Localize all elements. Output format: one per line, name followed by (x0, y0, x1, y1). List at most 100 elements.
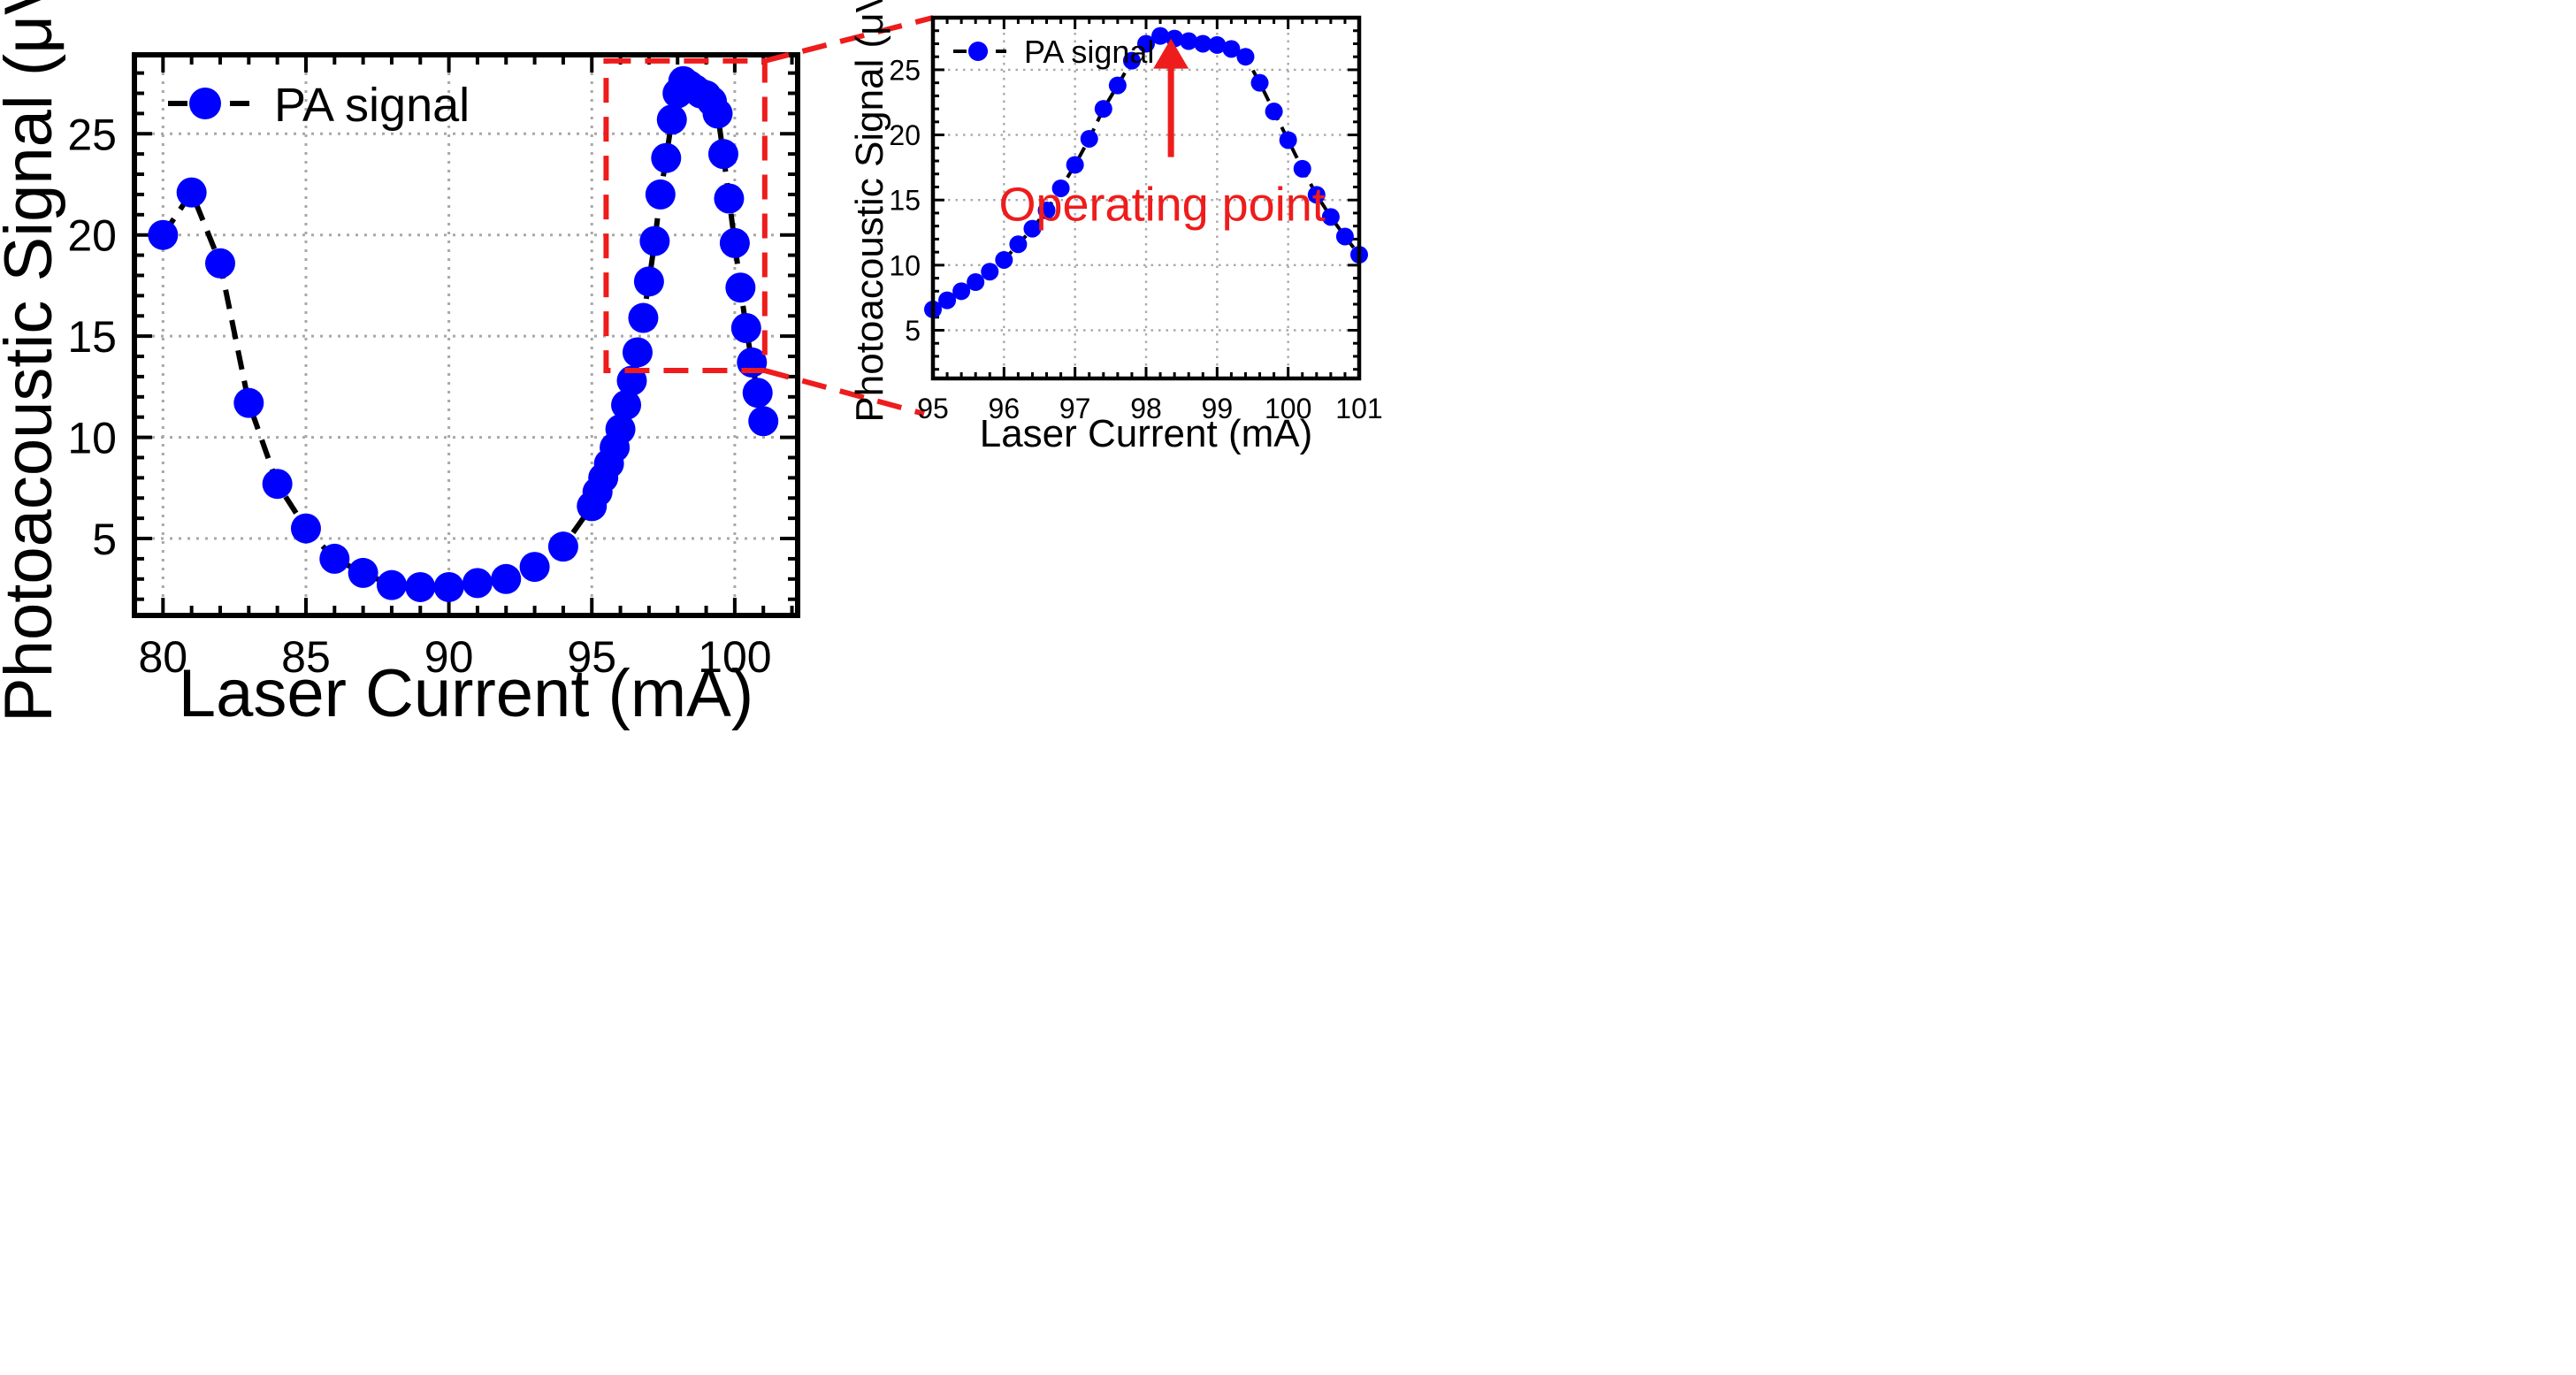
main-series-line (160, 77, 767, 590)
inset-data-point (1023, 219, 1042, 238)
main-y-tick-label: 15 (67, 312, 117, 362)
inset-data-point (1194, 34, 1212, 53)
main-data-point (462, 568, 493, 599)
inset-data-point (995, 250, 1013, 269)
main-data-point (290, 513, 321, 544)
inset-data-point (1180, 32, 1198, 50)
main-data-point (628, 302, 659, 333)
operating-point-annotation: Operating point (998, 38, 1326, 232)
inset-x-axis-label: Laser Current (mA) (980, 412, 1313, 455)
inset-legend: PA signal (953, 34, 1154, 70)
inset-data-point (1293, 159, 1311, 178)
inset-data-point (1037, 201, 1056, 219)
inset-x-tick-label: 95 (917, 393, 949, 424)
main-data-point (702, 98, 733, 129)
inset-plot-frame (930, 15, 1362, 381)
inset-data-point (1335, 227, 1354, 246)
inset-data-point (981, 263, 999, 281)
inset-x-tick-label: 96 (989, 393, 1020, 424)
inset-y-tick-label: 10 (889, 249, 921, 281)
main-data-point (491, 563, 522, 594)
main-y-tick-label: 5 (92, 515, 117, 564)
inset-y-tick-labels: 5 10 15 20 25 (889, 54, 921, 347)
main-y-tick-label: 20 (67, 211, 117, 261)
inset-data-point (938, 291, 957, 309)
main-series-points (148, 65, 779, 602)
main-data-point (714, 183, 745, 214)
inset-x-tick-label: 97 (1059, 393, 1091, 424)
main-data-point (645, 179, 676, 210)
inset-y-tick-label: 5 (905, 315, 921, 347)
inset-chart: 95 96 97 98 99 100 101 5 10 15 20 25 Laser Current… (848, 0, 1383, 455)
main-data-point (405, 571, 436, 602)
main-x-tick-labels: 80 85 90 95 100 (139, 632, 772, 682)
main-data-point (376, 569, 407, 600)
main-data-point (547, 531, 578, 562)
inset-series-points (924, 27, 1368, 318)
inset-data-point (1151, 27, 1170, 45)
main-data-point (719, 227, 750, 258)
inset-data-point (1137, 34, 1155, 53)
inset-y-tick-label: 20 (889, 119, 921, 151)
main-x-tick-label: 100 (698, 632, 771, 682)
main-data-point (611, 389, 642, 420)
inset-legend-label: PA signal (1024, 34, 1154, 70)
inset-data-point (1236, 48, 1255, 66)
main-data-point (233, 387, 264, 418)
main-legend-marker (189, 88, 221, 119)
main-data-point (433, 571, 464, 602)
inset-data-point (1208, 35, 1227, 54)
inset-data-point (1066, 156, 1084, 174)
inset-data-point (1108, 76, 1127, 95)
inset-data-point (1222, 40, 1241, 58)
inset-data-point (1250, 73, 1269, 92)
inset-data-point (1051, 179, 1070, 197)
inset-data-point (967, 273, 985, 292)
main-data-point (148, 219, 179, 250)
inset-data-point (952, 282, 971, 301)
zoom-region-box (603, 57, 768, 374)
operating-point-label: Operating point (998, 179, 1325, 232)
main-data-point (319, 543, 350, 574)
inset-data-point (1307, 186, 1326, 204)
inset-data-point (1279, 131, 1297, 149)
inset-data-point (1009, 235, 1028, 254)
main-plot-frame (132, 52, 800, 618)
inset-y-axis-label: Photoacoustic Signal (μV) (848, 0, 891, 423)
inset-x-tick-labels: 95 96 97 98 99 100 101 (917, 393, 1382, 424)
zoom-connector-top (764, 15, 934, 64)
inset-x-tick-label: 99 (1202, 393, 1234, 424)
inset-y-tick-label: 15 (889, 185, 921, 217)
zoom-indicator (603, 15, 934, 416)
main-data-point (656, 104, 687, 135)
inset-data-point (1122, 51, 1141, 70)
inset-data-point (1080, 129, 1098, 148)
main-y-axis-label: Photoacoustic Signal (μV) (0, 0, 66, 722)
main-data-point (742, 378, 773, 409)
main-y-tick-label: 25 (67, 110, 117, 159)
main-data-point (605, 414, 636, 445)
main-data-point (639, 225, 670, 256)
main-data-point (725, 272, 756, 303)
main-data-point (519, 552, 550, 583)
main-data-point (651, 142, 682, 173)
main-x-tick-label: 95 (567, 632, 616, 682)
zoom-connector-bottom (764, 368, 925, 416)
main-data-point (633, 266, 664, 297)
main-data-point (348, 557, 378, 588)
main-data-point (707, 139, 738, 170)
main-data-point (262, 469, 293, 500)
main-legend: PA signal (168, 79, 470, 132)
inset-data-point (1265, 103, 1283, 121)
inset-x-tick-label: 98 (1130, 393, 1162, 424)
inset-x-tick-label: 100 (1265, 393, 1311, 424)
main-x-axis-label: Laser Current (mA) (179, 656, 753, 731)
main-legend-label: PA signal (274, 79, 470, 132)
main-data-point (176, 177, 207, 208)
main-data-point (730, 312, 761, 343)
inset-x-tick-label: 101 (1335, 393, 1382, 424)
main-data-point (204, 248, 235, 279)
main-x-tick-label: 90 (424, 632, 474, 682)
operating-point-arrow-head (1153, 38, 1189, 69)
main-data-point (622, 337, 653, 368)
